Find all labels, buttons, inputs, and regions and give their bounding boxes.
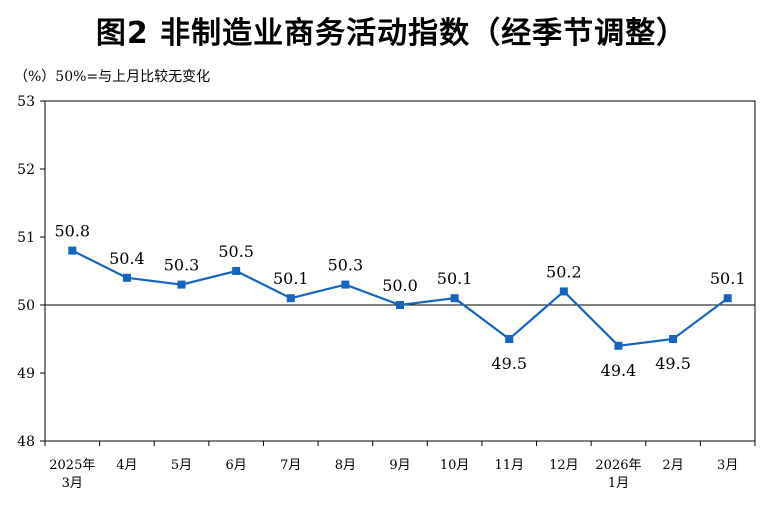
data-label: 49.5 (491, 354, 527, 373)
x-tick-label: 9月 (389, 458, 410, 473)
data-point-marker (286, 294, 295, 303)
data-point-marker (341, 280, 350, 289)
y-tick-label: 51 (17, 230, 35, 246)
data-point-marker (450, 294, 459, 303)
y-tick-label: 49 (17, 366, 35, 382)
y-tick-label: 52 (17, 162, 35, 178)
data-point-marker (559, 287, 568, 296)
chart-subtitle: （%）50%=与上月比较无变化 (14, 69, 211, 85)
x-tick-label: 8月 (335, 458, 356, 473)
x-tick-label: 12月 (549, 458, 579, 473)
data-label: 50.2 (546, 262, 582, 281)
data-label: 50.1 (273, 269, 309, 288)
data-label: 49.5 (655, 354, 691, 373)
data-label: 50.4 (109, 249, 145, 268)
x-tick-label: 11月 (494, 458, 524, 473)
y-tick-label: 48 (17, 434, 35, 450)
x-tick-label: 5月 (171, 458, 192, 473)
x-tick-label: 10月 (440, 458, 470, 473)
plot-frame (44, 100, 756, 442)
x-tick-label: 7月 (280, 458, 301, 473)
data-point-marker (396, 301, 404, 309)
x-tick-label: 6月 (226, 458, 247, 473)
data-point-marker (669, 335, 678, 343)
data-label: 50.5 (218, 242, 254, 261)
y-tick-label: 53 (17, 94, 35, 110)
data-point-marker (68, 246, 77, 255)
x-tick-label: 2025年 (49, 458, 95, 473)
data-point-marker (723, 294, 732, 303)
x-tick-label: 3月 (62, 476, 83, 491)
data-label: 50.3 (328, 256, 364, 275)
x-tick-label: 4月 (116, 458, 137, 473)
data-label: 49.4 (601, 361, 637, 380)
data-point-marker (505, 335, 514, 343)
x-tick-label: 1月 (608, 476, 629, 491)
y-tick-label: 50 (17, 298, 35, 314)
data-label: 50.1 (710, 269, 746, 288)
x-tick-label: 2月 (662, 458, 683, 473)
chart-title: 图2 非制造业商务活动指数（经季节调整） (95, 16, 688, 51)
data-label: 50.0 (382, 276, 418, 295)
data-point-marker (614, 341, 623, 350)
data-label: 50.3 (164, 256, 200, 275)
data-label: 50.1 (437, 269, 473, 288)
data-point-marker (177, 280, 186, 289)
data-point-marker (122, 273, 131, 282)
x-tick-label: 3月 (717, 458, 738, 473)
data-point-marker (232, 267, 241, 275)
x-tick-label: 2026年 (595, 458, 641, 473)
data-label: 50.8 (54, 222, 90, 241)
